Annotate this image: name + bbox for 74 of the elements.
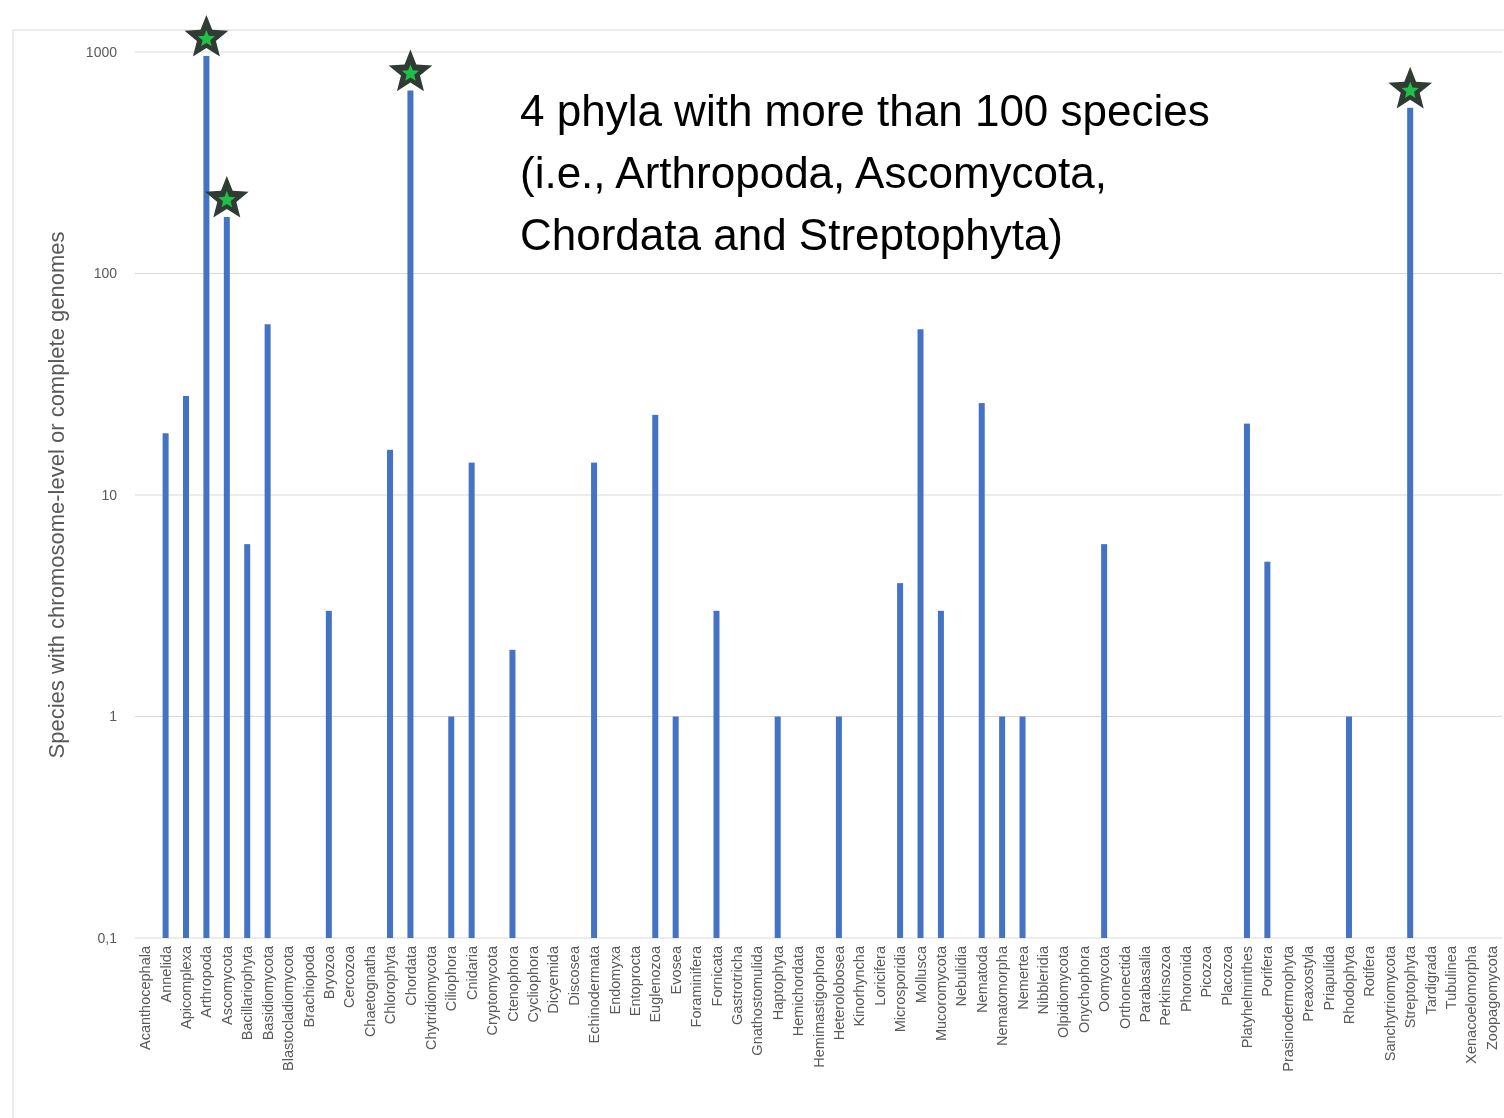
x-tick-label: Sanchytriomycota — [1381, 945, 1398, 1062]
x-tick-label: Onychophora — [1075, 945, 1092, 1034]
x-tick-label: Rhodophyta — [1341, 945, 1358, 1025]
x-tick-label: Cnidaria — [463, 945, 480, 1000]
x-tick-label: Rotifera — [1361, 945, 1378, 997]
x-tick-label: Haptophyta — [769, 945, 786, 1021]
x-tick-label: Ascomycota — [218, 945, 235, 1025]
x-tick-label: Zoopagomycota — [1483, 945, 1500, 1050]
y-tick-label: 0,1 — [97, 929, 118, 946]
x-tick-label: Nematoda — [973, 945, 990, 1013]
x-tick-label: Kinorhyncha — [851, 945, 868, 1027]
x-tick-label: Loricifera — [871, 945, 888, 1006]
y-tick-label: 1000 — [85, 43, 118, 60]
x-tick-label: Cryptomycota — [484, 945, 501, 1036]
x-tick-label: Chaetognatha — [361, 945, 378, 1038]
x-tick-label: Hemichordata — [790, 945, 807, 1037]
x-tick-label: Annelida — [157, 945, 174, 1003]
x-tick-label: Chytridiomycota — [422, 945, 439, 1050]
x-tick-label: Nibbleridia — [1035, 945, 1052, 1015]
x-tick-label: Bryozoa — [320, 945, 337, 1000]
x-tick-label: Foraminifera — [688, 945, 705, 1028]
x-tick-label: Brachiopoda — [300, 945, 317, 1028]
x-tick-label: Ctenophora — [504, 945, 521, 1022]
x-tick-label: Hemimastigophora — [810, 945, 827, 1068]
x-tick-label: Fornicata — [708, 945, 725, 1007]
x-tick-label: Arthropoda — [198, 945, 215, 1018]
x-tick-label: Blastocladiomycota — [280, 945, 297, 1071]
x-tick-label: Olpidiomycota — [1055, 945, 1072, 1038]
x-tick-label: Parabasalia — [1137, 945, 1154, 1023]
x-tick-label: Tubulinea — [1443, 945, 1460, 1010]
x-tick-label: Echinodermata — [586, 945, 603, 1044]
x-tick-label: Picozoa — [1198, 945, 1215, 998]
x-tick-label: Endomyxa — [606, 945, 623, 1015]
x-tick-label: Gnathostomulida — [749, 945, 766, 1056]
y-tick-label: 10 — [101, 486, 118, 503]
x-tick-label: Ciliophora — [443, 945, 460, 1012]
x-tick-label: Tardigrada — [1422, 945, 1439, 1015]
x-tick-label: Basidiomycota — [259, 945, 276, 1041]
x-tick-label: Perkinsozoa — [1157, 945, 1174, 1026]
x-tick-label: Heterolobosea — [830, 945, 847, 1041]
x-tick-label: Microsporidia — [892, 945, 909, 1033]
x-tick-label: Platyhelminthes — [1239, 946, 1256, 1049]
x-tick-label: Oomycota — [1096, 945, 1113, 1013]
y-tick-label: 100 — [93, 265, 118, 282]
x-tick-label: Bacillariophyta — [239, 945, 256, 1041]
x-tick-label: Phoronida — [1177, 945, 1194, 1013]
x-tick-label: Nematomorpha — [994, 945, 1011, 1046]
x-tick-label: Evosea — [667, 945, 684, 995]
x-tick-label: Cycliophora — [524, 945, 541, 1023]
x-tick-label: Porifera — [1259, 945, 1276, 997]
x-tick-label: Placozoa — [1218, 945, 1235, 1006]
x-tick-label: Xenacoelomorpha — [1463, 945, 1480, 1064]
x-tick-label: Euglenozoa — [647, 945, 664, 1023]
x-tick-label: Chordata — [402, 945, 419, 1006]
x-tick-label: Streptophyta — [1402, 945, 1419, 1029]
y-tick-label: 1 — [109, 708, 118, 725]
x-tick-label: Entoprocta — [626, 945, 643, 1017]
x-tick-label: Preaxostyla — [1300, 945, 1317, 1022]
annotation: 4 phyla with more than 100 species (i.e., Arthropoda, Ascomycota, Chordata and Streptophyta) — [520, 86, 1210, 259]
x-tick-label: Orthonectida — [1116, 945, 1133, 1030]
x-tick-label: Mucoromycota — [932, 945, 949, 1042]
x-tick-label: Gastrotricha — [728, 945, 745, 1025]
x-tick-label: Dicyemida — [545, 945, 562, 1014]
x-tick-label: Priapulida — [1320, 945, 1337, 1011]
x-tick-label: Mollusca — [912, 945, 929, 1004]
x-tick-label: Apicomplexa — [178, 945, 195, 1030]
x-tick-label: Acanthocephala — [137, 945, 154, 1050]
y-axis-title: Species with chromosome-level or complete genomes — [44, 231, 69, 759]
x-tick-label: Prasinodermophyta — [1279, 945, 1296, 1072]
x-tick-label: Nemertea — [1014, 945, 1031, 1010]
x-tick-label: Chlorophyta — [382, 945, 399, 1025]
x-tick-label: Cercozoa — [341, 945, 358, 1009]
x-tick-label: Nebulidia — [953, 945, 970, 1007]
x-tick-label: Discosea — [565, 945, 582, 1006]
